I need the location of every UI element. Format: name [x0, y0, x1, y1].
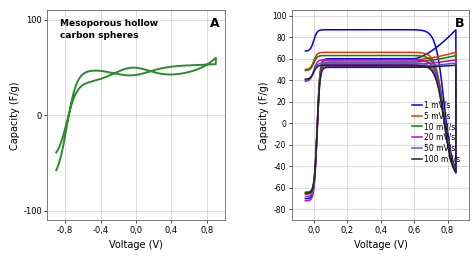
100 mV/s	[369, 64, 374, 67]
5 mV/s	[424, 57, 430, 60]
20 mV/s	[397, 58, 402, 61]
50 mV/s	[363, 62, 369, 65]
1 mV/s	[333, 57, 339, 60]
50 mV/s	[333, 65, 339, 68]
10 mV/s	[302, 191, 308, 194]
Text: A: A	[210, 17, 219, 30]
5 mV/s	[453, 51, 459, 54]
5 mV/s	[363, 51, 369, 54]
5 mV/s	[333, 58, 339, 61]
Line: 20 mV/s: 20 mV/s	[305, 60, 456, 201]
1 mV/s	[453, 28, 459, 31]
1 mV/s	[424, 52, 430, 55]
5 mV/s	[302, 68, 308, 71]
Line: 10 mV/s: 10 mV/s	[305, 55, 456, 192]
50 mV/s	[435, 63, 441, 67]
100 mV/s	[363, 64, 369, 67]
100 mV/s	[302, 192, 308, 195]
Line: 50 mV/s: 50 mV/s	[305, 63, 456, 197]
1 mV/s	[302, 197, 308, 200]
X-axis label: Voltage (V): Voltage (V)	[109, 240, 163, 250]
1 mV/s	[369, 28, 374, 31]
20 mV/s	[302, 199, 308, 202]
5 mV/s	[397, 51, 402, 54]
10 mV/s	[424, 59, 430, 62]
20 mV/s	[369, 58, 374, 61]
Y-axis label: Capacity (F/g): Capacity (F/g)	[10, 81, 20, 149]
50 mV/s	[397, 62, 402, 65]
Text: Mesoporous hollow
carbon spheres: Mesoporous hollow carbon spheres	[60, 19, 158, 40]
20 mV/s	[363, 58, 369, 61]
20 mV/s	[424, 62, 430, 65]
10 mV/s	[453, 54, 459, 57]
10 mV/s	[333, 60, 339, 63]
50 mV/s	[302, 195, 308, 198]
1 mV/s	[363, 28, 369, 31]
100 mV/s	[397, 64, 402, 67]
1 mV/s	[397, 28, 402, 31]
50 mV/s	[369, 62, 374, 65]
50 mV/s	[302, 79, 308, 82]
Line: 5 mV/s: 5 mV/s	[305, 52, 456, 194]
20 mV/s	[435, 61, 441, 64]
100 mV/s	[424, 66, 430, 69]
100 mV/s	[453, 64, 459, 67]
100 mV/s	[302, 77, 308, 81]
Line: 1 mV/s: 1 mV/s	[305, 30, 456, 199]
10 mV/s	[363, 54, 369, 57]
1 mV/s	[435, 45, 441, 48]
10 mV/s	[397, 54, 402, 57]
20 mV/s	[453, 58, 459, 61]
X-axis label: Voltage (V): Voltage (V)	[354, 240, 408, 250]
50 mV/s	[424, 64, 430, 67]
5 mV/s	[435, 55, 441, 58]
Legend: 1 mV/s, 5 mV/s, 10 mV/s, 20 mV/s, 50 mV/s, 100 mV/s: 1 mV/s, 5 mV/s, 10 mV/s, 20 mV/s, 50 mV/…	[409, 97, 464, 167]
10 mV/s	[435, 58, 441, 61]
10 mV/s	[302, 69, 308, 72]
20 mV/s	[333, 63, 339, 66]
Text: B: B	[455, 17, 464, 30]
20 mV/s	[302, 80, 308, 83]
1 mV/s	[302, 49, 308, 53]
5 mV/s	[369, 51, 374, 54]
50 mV/s	[453, 62, 459, 65]
10 mV/s	[369, 54, 374, 57]
100 mV/s	[333, 66, 339, 69]
100 mV/s	[435, 65, 441, 68]
Y-axis label: Capacity (F/g): Capacity (F/g)	[259, 81, 269, 149]
Line: 100 mV/s: 100 mV/s	[305, 65, 456, 193]
5 mV/s	[302, 193, 308, 196]
